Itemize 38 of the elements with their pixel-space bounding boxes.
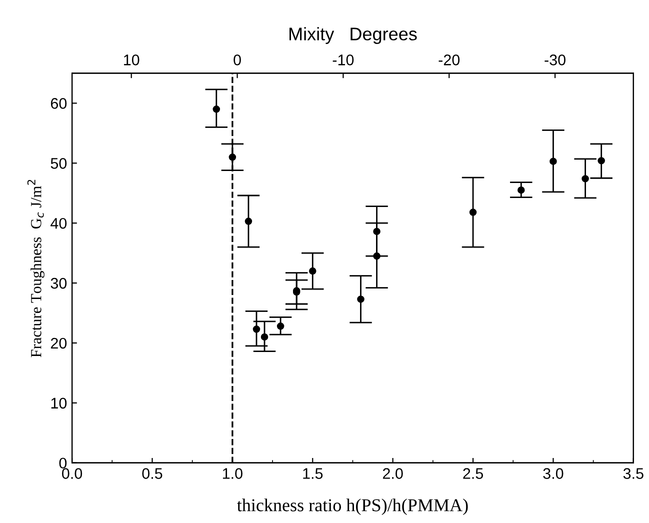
y-axis-title: Fracture Toughness G$_{c}$ J/m$^{2}$ xyxy=(27,180,44,358)
x-tick-label: 1.5 xyxy=(303,468,323,479)
x-tick-label: 2.0 xyxy=(382,468,403,479)
y-tick-label: 20 xyxy=(50,338,67,349)
x-tick-label: 0.5 xyxy=(142,468,162,479)
x-axis-title: thickness ratio h(PS)/h(PMMA) xyxy=(237,498,468,515)
point xyxy=(276,322,284,330)
point xyxy=(212,106,220,113)
point xyxy=(582,175,589,182)
point xyxy=(260,333,268,341)
x2-tick-label: 0 xyxy=(234,54,241,66)
x2-tick-label: -30 xyxy=(544,54,566,66)
point xyxy=(244,218,252,225)
point xyxy=(469,208,477,216)
x2-tick-label: 10 xyxy=(124,54,140,66)
y-tick-label: 0 xyxy=(59,458,67,469)
x-tick-label: 3.0 xyxy=(543,468,564,479)
y-tick-label: 30 xyxy=(50,278,67,289)
x-tick-label: 2.5 xyxy=(463,468,484,479)
point xyxy=(598,157,605,164)
x-tick-label: 3.5 xyxy=(623,468,644,479)
x-tick-label: 1.0 xyxy=(222,468,242,479)
x2-axis-title: Mixity Degrees xyxy=(290,27,417,44)
y-tick-label: 10 xyxy=(51,398,67,409)
point xyxy=(373,252,380,260)
point xyxy=(228,154,236,161)
y-tick-label: 40 xyxy=(50,218,67,229)
x2-tick-label: -20 xyxy=(438,54,460,66)
y-tick-label: 50 xyxy=(50,158,67,169)
point xyxy=(357,296,364,303)
x2-tick-label: -10 xyxy=(332,54,354,66)
y-tick-label: 60 xyxy=(50,98,67,109)
x-tick-label: 0.0 xyxy=(62,468,82,479)
point xyxy=(518,186,525,194)
point xyxy=(308,267,316,275)
point xyxy=(550,158,557,165)
point xyxy=(252,326,260,333)
point xyxy=(373,228,380,236)
